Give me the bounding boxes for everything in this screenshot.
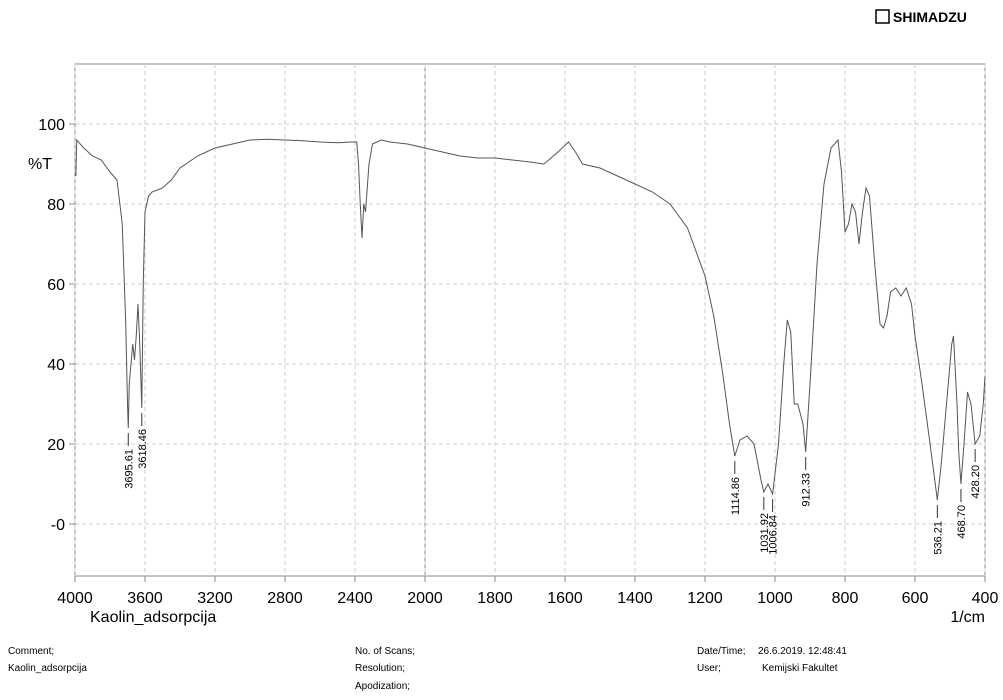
peak-label: 1031.92 (759, 513, 771, 553)
x-tick-label: 3200 (197, 590, 233, 607)
user-label: User; (697, 663, 721, 674)
x-tick-label: 3600 (127, 590, 163, 607)
spectrum-line (75, 138, 986, 501)
date-label: Date/Time; (697, 646, 746, 657)
scans: No. of Scans; (355, 646, 415, 657)
peak-label: 3618.46 (137, 429, 149, 469)
x-label: 1/cm (950, 609, 985, 626)
y-tick-label: 60 (47, 277, 65, 294)
plot-frame (74, 63, 986, 577)
comment-label: Comment; (8, 646, 54, 657)
x-tick-label: 2400 (337, 590, 373, 607)
y-label: %T (28, 156, 52, 173)
user: Kemijski Fakultet (762, 663, 838, 674)
brand: SHIMADZU (893, 9, 967, 25)
x-tick-label: 4000 (57, 590, 93, 607)
y-tick-label: -0 (51, 517, 65, 534)
resolution: Resolution; (355, 663, 405, 674)
x-tick-label: 1200 (687, 590, 723, 607)
brand-icon (875, 9, 890, 24)
x-tick-label: 2000 (407, 590, 443, 607)
x-tick-label: 1800 (477, 590, 513, 607)
x-tick-label: 400 (972, 590, 999, 607)
peak-label: 3695.61 (123, 449, 135, 489)
x-tick-label: 1000 (757, 590, 793, 607)
x-tick-label: 1400 (617, 590, 653, 607)
peak-label: 1114.86 (730, 477, 742, 515)
x-tick-label: 1600 (547, 590, 583, 607)
sample-name: Kaolin_adsorpcija (90, 609, 216, 626)
y-tick-label: 80 (47, 197, 65, 214)
peak-label: 468.70 (956, 505, 968, 539)
y-tick-label: 40 (47, 357, 65, 374)
apodization: Apodization; (355, 681, 410, 692)
x-tick-label: 2800 (267, 590, 303, 607)
comment: Kaolin_adsorpcija (8, 663, 87, 674)
date: 26.6.2019. 12:48:41 (758, 646, 847, 657)
x-tick-label: 800 (832, 590, 859, 607)
peak-label: 1006.84 (768, 515, 780, 555)
peak-label: 912.33 (801, 473, 813, 507)
y-tick-label: 20 (47, 437, 65, 454)
peak-label: 428.20 (970, 465, 982, 499)
y-tick-label: 100 (38, 117, 65, 134)
peak-label: 536.21 (932, 521, 944, 555)
x-tick-label: 600 (902, 590, 929, 607)
